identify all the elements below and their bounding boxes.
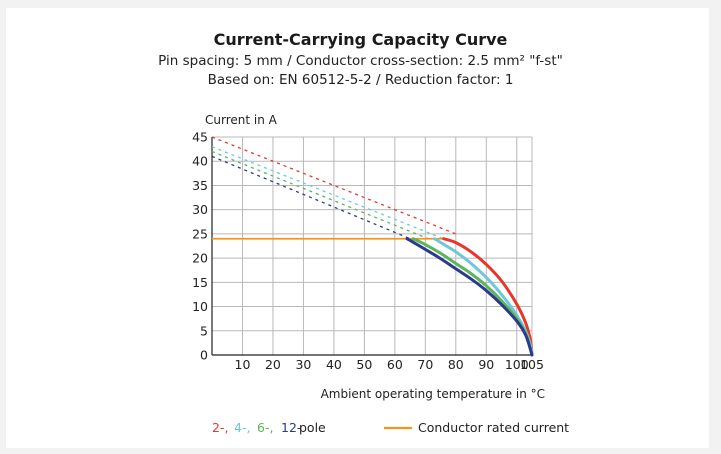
x-tick-label-70: 70 (417, 357, 433, 372)
y-tick-label-30: 30 (192, 202, 208, 217)
x-axis-label: Ambient operating temperature in °C (321, 387, 545, 401)
x-tick-label-90: 90 (478, 357, 494, 372)
x-tick-label-100: 100 (505, 357, 529, 372)
dashed-curve-12-pole (211, 155, 411, 240)
x-tick-label-60: 60 (387, 357, 403, 372)
x-tick-label-30: 30 (295, 357, 311, 372)
x-tick-label-80: 80 (448, 357, 464, 372)
solid-curve-4-pole (432, 237, 534, 357)
y-tick-label-0: 0 (200, 348, 208, 363)
axes (211, 137, 532, 356)
chart-card (6, 8, 709, 448)
y-tick-label-35: 35 (192, 178, 208, 193)
y-tick-label-40: 40 (192, 154, 208, 169)
dashed-curve-6-pole (211, 150, 429, 240)
legend-label-12-pole: 12- (281, 420, 301, 435)
x-tick-label-50: 50 (356, 357, 372, 372)
x-tick-label-20: 20 (265, 357, 281, 372)
y-axis-label: Current in A (205, 113, 278, 127)
solid-curve-2-pole (442, 237, 534, 357)
legend-label-6-pole: 6-, (257, 420, 273, 435)
y-tick-label-45: 45 (192, 130, 208, 145)
chart-title: Current-Carrying Capacity Curve (213, 30, 508, 49)
dashed-curves (211, 136, 457, 240)
y-tick-label-25: 25 (192, 226, 208, 241)
legend-label-4-pole: 4-, (234, 420, 250, 435)
legend: 2-, 4-, 6-, 12-pole Conductor rated current (212, 420, 569, 435)
dashed-curve-2-pole (211, 136, 457, 235)
y-tick-label-5: 5 (200, 323, 208, 338)
tick-labels: 0 5 10 15 20 25 30 35 40 45 10 20 30 40 50 60 70 80 90 1001… (192, 130, 544, 373)
x-tick-label-105: 105 (520, 357, 544, 372)
legend-label-2-pole: 2-, (212, 420, 228, 435)
legend-pole-suffix: pole (299, 420, 326, 435)
legend-rated-current-label: Conductor rated current (418, 420, 569, 435)
chart-subtitle-line-2: Based on: EN 60512-5-2 / Reduction facto… (207, 72, 514, 88)
solid-curve-12-pole (405, 237, 534, 357)
y-tick-label-20: 20 (192, 251, 208, 266)
solid-curves (405, 237, 534, 357)
dashed-curve-4-pole (211, 146, 444, 240)
y-tick-label-10: 10 (192, 299, 208, 314)
x-tick-label-10: 10 (235, 357, 251, 372)
y-tick-label-15: 15 (192, 275, 208, 290)
grid (212, 136, 533, 355)
x-tick-label-40: 40 (326, 357, 342, 372)
chart-subtitle-line-1: Pin spacing: 5 mm / Conductor cross-sect… (158, 53, 563, 69)
